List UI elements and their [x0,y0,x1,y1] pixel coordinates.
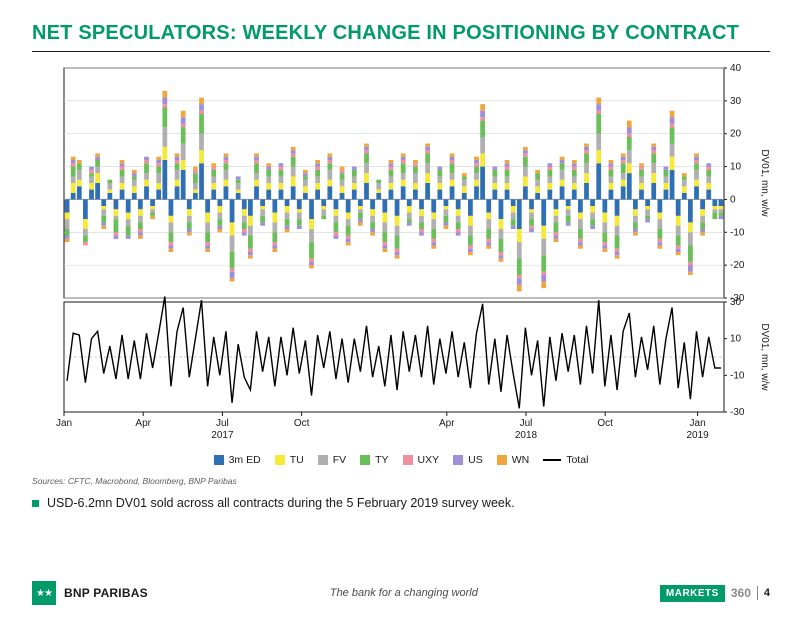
svg-text:20: 20 [730,129,742,140]
brand-logo: ★★ BNP PARIBAS [32,581,148,605]
svg-text:Apr: Apr [135,418,151,429]
legend-label: TY [375,454,388,466]
bullet-note: USD-6.2mn DV01 sold across all contracts… [32,496,770,510]
footer: ★★ BNP PARIBAS The bank for a changing w… [32,581,770,605]
legend-label: WN [512,454,530,466]
legend-swatch [360,455,370,465]
svg-text:2017: 2017 [211,430,234,441]
legend-item-uxy: UXY [403,454,440,466]
legend-item-wn: WN [497,454,530,466]
logo-text: BNP PARIBAS [64,586,148,600]
svg-text:-30: -30 [730,407,745,418]
positioning-chart: -30-20-10010203040DV01, mn, w/w-30-10103… [32,62,770,450]
chart-legend: 3m ED TU FV TY UXY US WN Total [32,454,770,466]
title-rule [32,51,770,52]
legend-swatch [497,455,507,465]
legend-swatch [214,455,224,465]
legend-label: US [468,454,483,466]
legend-swatch [403,455,413,465]
footer-right: MARKETS 360 4 [660,585,770,602]
chart-container: -30-20-10010203040DV01, mn, w/w-30-10103… [32,62,770,466]
svg-text:40: 40 [730,63,742,74]
markets-360: 360 [731,586,751,600]
tagline: The bank for a changing world [330,587,478,599]
svg-text:Oct: Oct [294,418,310,429]
svg-text:30: 30 [730,297,742,308]
svg-text:Apr: Apr [439,418,455,429]
legend-swatch [318,455,328,465]
legend-swatch [275,455,285,465]
svg-text:-20: -20 [730,260,745,271]
svg-text:DV01, mn, w/w: DV01, mn, w/w [759,149,770,217]
svg-text:Jul: Jul [520,418,533,429]
legend-item-ed: 3m ED [214,454,261,466]
legend-label: UXY [418,454,440,466]
svg-text:-10: -10 [730,227,745,238]
legend-item-ty: TY [360,454,388,466]
page-title: NET SPECULATORS: WEEKLY CHANGE IN POSITI… [32,22,770,45]
svg-text:10: 10 [730,334,742,345]
svg-text:DV01, mn, w/w: DV01, mn, w/w [759,323,770,391]
svg-text:10: 10 [730,162,742,173]
footer-divider [757,586,758,600]
legend-line-swatch [543,459,561,461]
legend-item-us: US [453,454,483,466]
svg-text:2019: 2019 [686,430,709,441]
legend-label: FV [333,454,346,466]
sources-text: Sources: CFTC, Macrobond, Bloomberg, BNP… [32,476,770,486]
legend-label: TU [290,454,304,466]
svg-text:Jul: Jul [216,418,229,429]
bullet-text: USD-6.2mn DV01 sold across all contracts… [47,496,515,510]
svg-text:Oct: Oct [597,418,613,429]
legend-item-total: Total [543,454,588,466]
svg-text:Jan: Jan [690,418,706,429]
page-number: 4 [764,587,770,599]
svg-text:2018: 2018 [515,430,538,441]
legend-swatch [453,455,463,465]
legend-item-tu: TU [275,454,304,466]
logo-mark: ★★ [32,581,56,605]
svg-text:30: 30 [730,96,742,107]
svg-text:Jan: Jan [56,418,72,429]
markets-badge: MARKETS [660,585,725,602]
legend-label: Total [566,454,588,466]
svg-text:0: 0 [730,194,736,205]
svg-text:-10: -10 [730,370,745,381]
legend-label: 3m ED [229,454,261,466]
legend-item-fv: FV [318,454,346,466]
bullet-icon [32,500,39,507]
